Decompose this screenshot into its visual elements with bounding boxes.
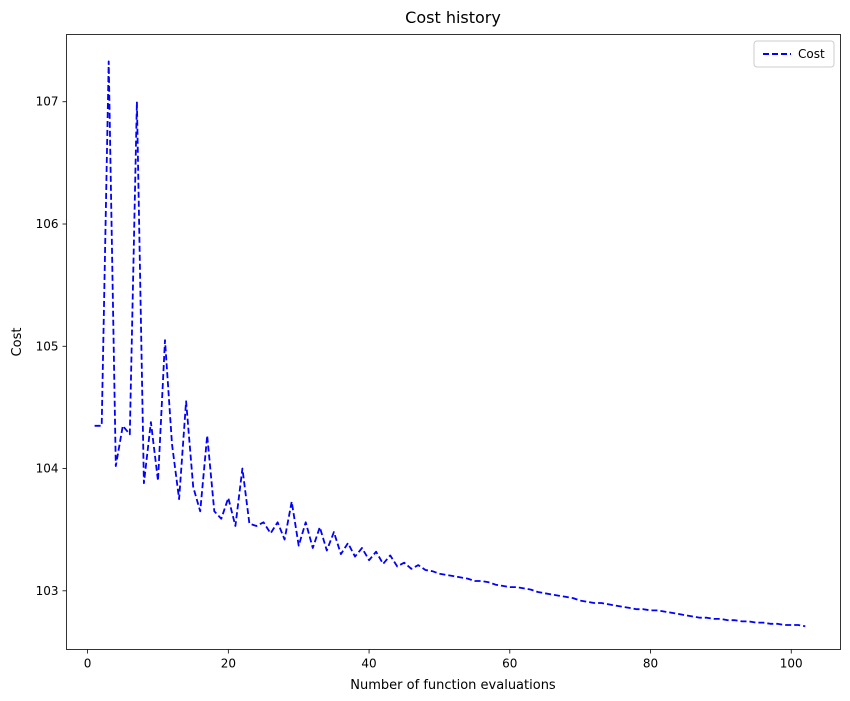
x-tick-label: 20 (221, 657, 236, 671)
x-axis-label: Number of function evaluations (350, 678, 556, 693)
legend: Cost (753, 40, 835, 68)
series-layer (94, 60, 806, 628)
y-tick-label: 103 (36, 584, 59, 598)
x-tick-label: 60 (502, 657, 517, 671)
x-tick-label: 80 (643, 657, 658, 671)
y-tick-label: 107 (36, 95, 59, 109)
y-axis: 103 104 105 106 107 (36, 95, 67, 598)
plot-area (66, 34, 841, 650)
x-axis: 0 20 40 60 80 100 (84, 649, 803, 671)
legend-label-cost: Cost (798, 47, 825, 61)
x-tick-label: 40 (361, 657, 376, 671)
chart-title: Cost history (405, 8, 501, 27)
y-tick-label: 105 (36, 339, 59, 353)
y-tick-label: 106 (36, 217, 59, 231)
y-axis-label: Cost (10, 328, 25, 357)
x-tick-label: 100 (780, 657, 803, 671)
series-line-cost (94, 60, 806, 628)
y-tick-label: 104 (36, 462, 59, 476)
x-tick-label: 0 (84, 657, 92, 671)
legend-box (753, 40, 835, 68)
